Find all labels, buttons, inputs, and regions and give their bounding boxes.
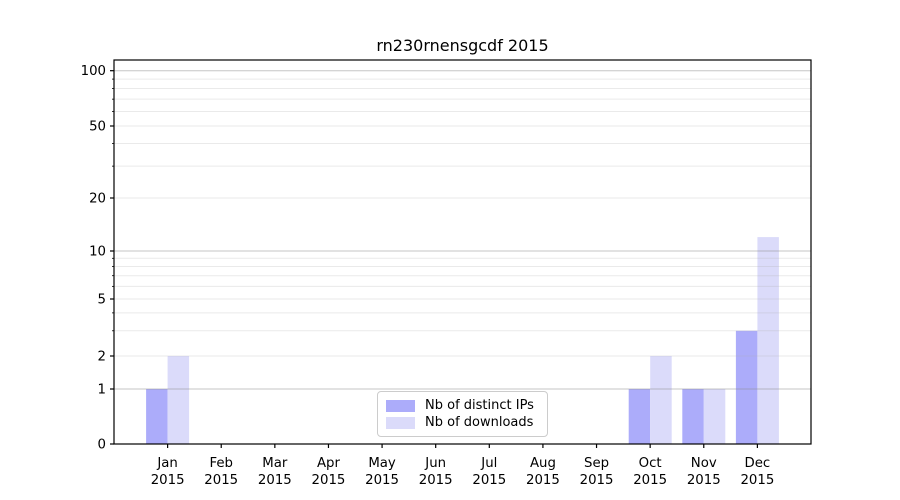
y-tick-label: 20 <box>89 192 106 207</box>
legend-swatch-distinct-ips-icon <box>386 399 415 412</box>
chart-title: rn230rnensgcdf 2015 <box>376 36 549 55</box>
y-tick-label: 0 <box>98 438 106 453</box>
x-tick-label-year: 2015 <box>365 473 399 488</box>
x-tick-label-year: 2015 <box>687 473 721 488</box>
legend-item-downloads: Nb of downloads <box>386 414 539 431</box>
x-tick-label-month: Aug <box>530 456 556 471</box>
y-tick-label: 50 <box>89 120 106 135</box>
x-tick-label-month: Mar <box>262 456 288 471</box>
x-tick-label-month: Jan <box>156 456 178 471</box>
x-tick-label-month: Jul <box>480 456 497 471</box>
x-tick-label-month: Feb <box>209 456 233 471</box>
bar-nb-of-distinct-ips-dec-2015 <box>735 330 758 444</box>
y-tick-label: 100 <box>81 64 106 79</box>
y-tick-label: 10 <box>89 245 106 260</box>
plot-border <box>113 59 812 445</box>
bar-nb-of-distinct-ips-jan-2015 <box>146 389 168 444</box>
x-tick-label-month: Apr <box>317 456 341 471</box>
bar-nb-of-downloads-jan-2015 <box>167 356 190 444</box>
legend-swatch-downloads-icon <box>386 416 415 429</box>
x-tick-label-year: 2015 <box>204 473 238 488</box>
x-tick-label-year: 2015 <box>740 473 774 488</box>
x-tick-label-year: 2015 <box>633 473 667 488</box>
bar-nb-of-downloads-oct-2015 <box>650 356 672 444</box>
x-tick-label-year: 2015 <box>419 473 453 488</box>
legend-item-distinct-ips: Nb of distinct IPs <box>386 397 539 414</box>
x-tick-label-month: Sep <box>584 456 609 471</box>
y-tick-label: 5 <box>98 293 106 308</box>
x-tick-label-month: May <box>368 456 396 471</box>
x-tick-label-year: 2015 <box>312 473 346 488</box>
y-tick-label: 1 <box>98 383 106 398</box>
x-tick-label-year: 2015 <box>472 473 506 488</box>
bar-nb-of-downloads-dec-2015 <box>757 237 779 444</box>
y-tick-label: 2 <box>98 350 106 365</box>
legend: Nb of distinct IPs Nb of downloads <box>377 391 548 437</box>
x-tick-label-month: Oct <box>639 456 662 471</box>
x-tick-label-month: Dec <box>745 456 771 471</box>
x-tick-label-month: Nov <box>691 456 717 471</box>
bar-nb-of-distinct-ips-nov-2015 <box>682 389 704 444</box>
legend-label-downloads: Nb of downloads <box>425 415 534 430</box>
x-tick-label-year: 2015 <box>258 473 292 488</box>
x-tick-label-year: 2015 <box>151 473 185 488</box>
bar-nb-of-distinct-ips-oct-2015 <box>628 389 651 444</box>
bar-nb-of-downloads-nov-2015 <box>703 389 726 444</box>
legend-label-distinct-ips: Nb of distinct IPs <box>425 398 534 413</box>
x-tick-label-year: 2015 <box>526 473 560 488</box>
x-tick-label-year: 2015 <box>580 473 614 488</box>
x-tick-label-month: Jun <box>424 456 446 471</box>
